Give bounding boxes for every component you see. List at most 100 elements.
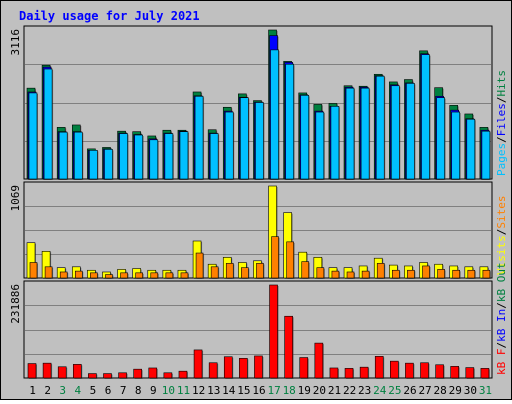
pages-bar [240,97,249,180]
pages-bar [270,49,279,180]
kb-bar [193,349,203,379]
legend-entry: Hits [495,70,508,97]
day-label: 2 [44,384,51,397]
pages-bar [360,87,370,180]
day-label: 21 [328,384,341,397]
sites-bar [452,269,461,279]
pages-bar [481,130,491,180]
sites-bar [210,266,219,279]
sites-bar [59,271,68,279]
kb-bar [27,363,37,379]
sites-bar [316,267,325,279]
day-label: 31 [479,384,492,397]
sites-bar [105,274,113,279]
sites-bar [44,266,53,279]
pages-bar [89,150,98,180]
kb-bar [72,364,82,379]
day-label: 5 [90,384,97,397]
sites-bar [346,271,355,279]
day-label: 11 [177,384,190,397]
pages-bar [451,111,461,180]
day-label: 20 [313,384,326,397]
kb-bar [420,362,429,379]
day-label: 7 [120,384,127,397]
pages-bar [466,118,476,180]
sites-bar [376,263,385,279]
pages-bar [300,95,310,180]
legend-entry: Pages [495,143,508,176]
legend-entry: / [495,302,508,309]
legend-entry: kB In [495,309,508,342]
sites-bar [437,269,445,279]
pages-bar [224,111,234,180]
kb-bar [103,373,112,379]
sites-bar [467,269,476,279]
kb-bar [133,368,142,379]
day-label: 10 [162,384,175,397]
sites-bar [90,272,98,279]
chart-title: Daily usage for July 2021 [19,9,200,23]
kb-bar [374,356,384,379]
day-label: 26 [403,384,416,397]
kb-bar [299,357,309,379]
kb-bar [359,366,369,379]
sites-bar [392,269,400,279]
sites-bar [271,236,279,279]
sites-bar [301,261,310,279]
legend-entry: kB F [495,349,508,376]
kb-bar [118,372,127,379]
day-label: 24 [373,384,387,397]
legend-top: Pages/Files/Hits [495,70,508,176]
pages-bar [330,106,340,180]
pages-bar [436,97,445,180]
pages-bar [149,139,159,180]
pages-bar [375,75,385,180]
sites-bar [74,270,83,279]
legend-entry: / [495,97,508,104]
sites-bar [150,272,159,279]
pages-bar [104,149,113,180]
day-label: 28 [434,384,447,397]
legend-entry: Files [495,103,508,136]
sites-bar [165,272,174,279]
kb-bar [390,360,399,379]
kb-bar [148,367,158,379]
kb-bar [405,362,414,379]
sites-bar [135,272,143,279]
day-label: 8 [135,384,142,397]
pages-bar [255,102,264,180]
pages-bar [391,85,400,180]
pages-bar [194,95,204,180]
day-label: 27 [418,384,431,397]
day-label: 13 [207,384,220,397]
pages-bar [43,68,53,180]
x-axis-labels: 1 2 3 4 5 6 7 8 9 10 11 12 13 14 15 16 17 18 19 20 21 22 23 24 2… [29,384,492,397]
sites-bar [256,263,264,279]
kb-bar [57,366,67,379]
pages-bar [119,133,128,180]
day-label: 29 [449,384,462,397]
sites-bar [482,269,491,279]
day-label: 16 [252,384,265,397]
pages-bar [164,133,174,180]
day-label: 12 [192,384,205,397]
sites-bar [180,272,189,279]
day-label: 30 [464,384,477,397]
pages-bar [421,54,430,180]
pages-bar [73,131,83,180]
pages-bar [58,131,68,180]
kb-bar [163,372,173,379]
kb-bar [314,342,324,379]
kb-bar [223,356,233,379]
max-labels: 3116 1069 231886 [9,29,22,324]
pages-bar [28,92,38,180]
pages-bar [179,131,189,180]
day-label: 18 [283,384,296,397]
day-label: 1 [29,384,36,397]
y-max-label-bottom: 231886 [9,284,22,324]
day-label: 6 [105,384,112,397]
sites-bar [407,269,415,279]
